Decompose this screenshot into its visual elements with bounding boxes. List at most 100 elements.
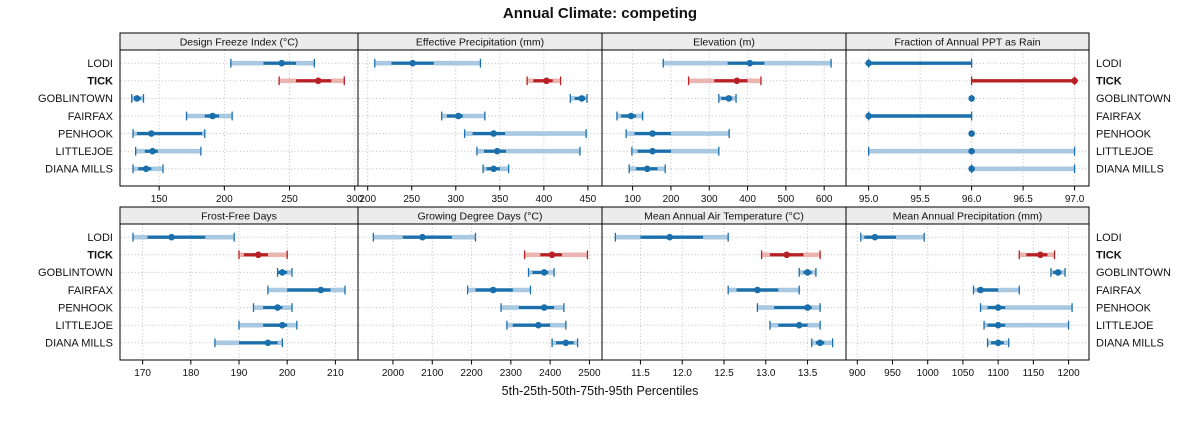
median-dot [142,165,150,173]
axis-tick-label: 200 [663,194,680,205]
median-dot [489,286,497,294]
site-label-left: FAIRFAX [68,111,114,123]
panel-border [845,223,1090,361]
axis-tick-label: 190 [231,368,248,379]
site-label-left: TICK [87,250,113,262]
site-label-left: DIANA MILLS [45,164,113,176]
axis-tick-label: 1150 [1023,368,1045,379]
site-label-left: FAIRFAX [68,285,114,297]
median-dot [278,59,286,67]
x-axis-title: 5th-25th-50th-75th-95th Percentiles [501,384,699,398]
axis-tick-label: 2200 [460,368,483,379]
axis-tick-label: 350 [491,194,508,205]
median-dot [804,269,811,276]
median-dot [543,77,550,85]
panel-header-label: Design Freeze Index (°C) [180,37,299,49]
median-dot [733,77,741,85]
axis-tick-label: 300 [701,194,718,205]
site-label-right: LITTLEJOE [1096,320,1153,332]
median-dot [666,233,673,241]
median-dot [562,339,570,347]
panel-border [119,49,359,187]
axis-tick-label: 150 [151,194,168,205]
axis-tick-label: 96.5 [1013,194,1033,205]
axis-tick-label: 2300 [500,368,523,379]
median-dot [865,59,872,67]
axis-tick-label: 600 [816,194,833,205]
site-label-right: PENHOOK [1096,128,1152,140]
axis-tick-label: 1050 [952,368,975,379]
site-label-right: LODI [1096,58,1122,70]
site-label-left: DIANA MILLS [45,338,113,350]
site-label-left: LITTLEJOE [56,320,113,332]
axis-tick-label: 2100 [421,368,444,379]
site-label-right: DIANA MILLS [1096,164,1164,176]
median-dot [1037,251,1044,259]
median-dot [493,147,501,155]
axis-tick-label: 180 [182,368,199,379]
site-label-right: FAIRFAX [1096,285,1142,297]
axis-tick-label: 95.0 [859,194,879,205]
median-dot [968,147,975,155]
median-dot [968,130,975,137]
median-dot [168,233,175,241]
axis-tick-label: 300 [447,194,464,205]
axis-tick-label: 100 [624,194,641,205]
site-label-right: LODI [1096,232,1122,244]
axis-tick-label: 900 [849,368,866,379]
median-dot [649,130,656,137]
panel-header-label: Fraction of Annual PPT as Rain [894,37,1040,49]
median-dot [490,165,497,173]
median-dot [643,165,651,173]
axis-tick-label: 450 [580,194,597,205]
page-title: Annual Climate: competing [502,5,698,22]
median-dot [317,286,325,294]
panel-header-label: Frost-Free Days [201,211,277,223]
axis-tick-label: 1100 [987,368,1009,379]
axis-tick-label: 170 [134,368,151,379]
median-dot [968,165,975,173]
median-dot [649,147,656,155]
median-dot [968,95,975,102]
axis-tick-label: 210 [327,368,344,379]
median-dot [994,304,1002,311]
axis-tick-label: 200 [216,194,233,205]
median-dot [455,112,462,120]
median-dot [209,112,216,120]
axis-tick-label: 250 [403,194,420,205]
median-dot [490,130,497,137]
site-label-left: PENHOOK [58,128,114,140]
median-dot [746,59,754,67]
median-dot [409,59,416,67]
median-dot [754,286,761,294]
site-label-right: GOBLINTOWN [1096,93,1171,105]
axis-tick-label: 250 [281,194,298,205]
axis-tick-label: 2000 [382,368,405,379]
axis-tick-label: 2500 [578,368,601,379]
site-label-right: TICK [1096,250,1122,262]
panel-header-label: Effective Precipitation (mm) [416,37,544,49]
axis-tick-label: 200 [359,194,376,205]
median-dot [535,321,542,329]
site-label-left: LODI [87,232,113,244]
axis-tick-label: 12.0 [672,368,692,379]
axis-tick-label: 1000 [917,368,940,379]
site-label-right: TICK [1096,76,1122,88]
site-label-left: GOBLINTOWN [38,93,113,105]
site-label-left: TICK [87,76,113,88]
axis-tick-label: 11.5 [631,368,650,379]
median-dot [254,251,262,259]
median-dot [804,304,811,311]
median-dot [871,233,879,241]
median-dot [314,77,322,85]
axis-tick-label: 13.5 [798,368,818,379]
site-label-right: DIANA MILLS [1096,338,1164,350]
axis-tick-label: 2400 [539,368,562,379]
panel-header-label: Growing Degree Days (°C) [418,211,543,223]
site-label-left: LODI [87,58,113,70]
median-dot [264,339,272,347]
median-dot [994,321,1002,329]
site-label-left: GOBLINTOWN [38,267,113,279]
axis-tick-label: 200 [279,368,296,379]
